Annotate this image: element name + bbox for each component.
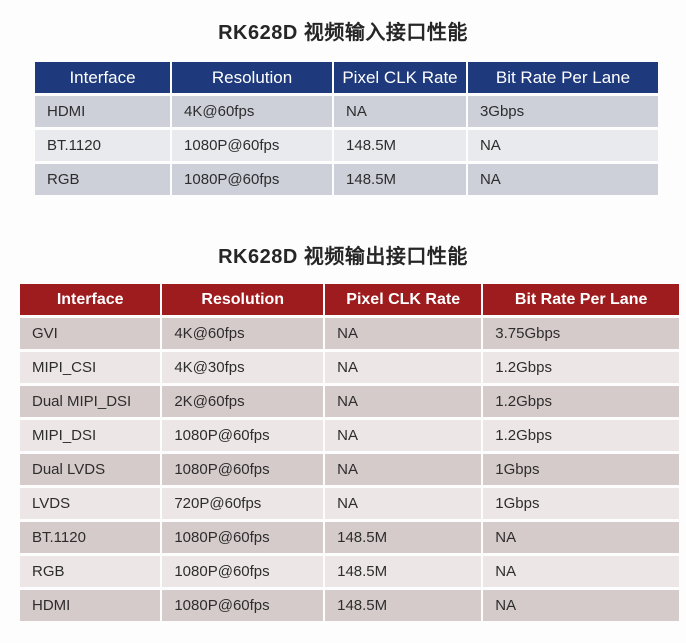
- table-cell: 1Gbps: [483, 454, 679, 488]
- video-input-performance-table: Interface Resolution Pixel CLK Rate Bit Rat…: [35, 62, 658, 198]
- table-cell: MIPI_CSI: [20, 352, 163, 386]
- table-row: MIPI_DSI 1080P@60fps NA 1.2Gbps: [20, 420, 679, 454]
- table-cell: 3Gbps: [467, 96, 658, 130]
- table-cell: 1080P@60fps: [162, 454, 326, 488]
- table-cell: 148.5M: [325, 522, 484, 556]
- table-row: RGB 1080P@60fps 148.5M NA: [35, 164, 658, 198]
- table-cell: 4K@30fps: [162, 352, 326, 386]
- column-header: Interface: [20, 284, 163, 318]
- table-cell: 1080P@60fps: [162, 590, 326, 624]
- table-cell: 3.75Gbps: [483, 318, 679, 352]
- header-row: Interface Resolution Pixel CLK Rate Bit Rat…: [20, 284, 679, 318]
- column-header: Interface: [35, 62, 173, 96]
- table-cell: GVI: [20, 318, 163, 352]
- video-output-performance-table: Interface Resolution Pixel CLK Rate Bit Rat…: [20, 284, 679, 624]
- table-cell: 1.2Gbps: [483, 420, 679, 454]
- table-cell: HDMI: [20, 590, 163, 624]
- table-cell: MIPI_DSI: [20, 420, 163, 454]
- table-row: GVI 4K@60fps NA 3.75Gbps: [20, 318, 679, 352]
- table-cell: Dual LVDS: [20, 454, 163, 488]
- table-cell: 1080P@60fps: [162, 522, 326, 556]
- column-header: Bit Rate Per Lane: [483, 284, 679, 318]
- table-cell: 4K@60fps: [172, 96, 335, 130]
- table-cell: NA: [325, 386, 484, 420]
- table-row: BT.1120 1080P@60fps 148.5M NA: [20, 522, 679, 556]
- table-cell: LVDS: [20, 488, 163, 522]
- table-row: Dual LVDS 1080P@60fps NA 1Gbps: [20, 454, 679, 488]
- table-cell: RGB: [20, 556, 163, 590]
- table-cell: NA: [467, 130, 658, 164]
- table-cell: 1080P@60fps: [162, 556, 326, 590]
- output-table-title: RK628D 视频输出接口性能: [218, 246, 468, 268]
- table-cell: RGB: [35, 164, 173, 198]
- table-cell: 1080P@60fps: [162, 420, 326, 454]
- table-cell: 1080P@60fps: [172, 130, 335, 164]
- table-cell: 1.2Gbps: [483, 352, 679, 386]
- output-table-header: Interface Resolution Pixel CLK Rate Bit Rat…: [20, 284, 679, 318]
- table-cell: 720P@60fps: [162, 488, 326, 522]
- column-header: Pixel CLK Rate: [325, 284, 484, 318]
- table-cell: 1.2Gbps: [483, 386, 679, 420]
- table-cell: NA: [325, 352, 484, 386]
- input-table-header: Interface Resolution Pixel CLK Rate Bit Rat…: [35, 62, 658, 96]
- column-header: Bit Rate Per Lane: [467, 62, 658, 96]
- table-cell: BT.1120: [20, 522, 163, 556]
- table-cell: NA: [483, 590, 679, 624]
- input-table-body: HDMI 4K@60fps NA 3Gbps BT.1120 1080P@60fps 148…: [35, 96, 658, 198]
- column-header: Resolution: [162, 284, 326, 318]
- table-cell: NA: [325, 318, 484, 352]
- table-cell: NA: [483, 556, 679, 590]
- table-cell: HDMI: [35, 96, 173, 130]
- column-header: Pixel CLK Rate: [334, 62, 468, 96]
- table-row: LVDS 720P@60fps NA 1Gbps: [20, 488, 679, 522]
- table-row: Dual MIPI_DSI 2K@60fps NA 1.2Gbps: [20, 386, 679, 420]
- table-cell: 4K@60fps: [162, 318, 326, 352]
- table-cell: Dual MIPI_DSI: [20, 386, 163, 420]
- input-table-title: RK628D 视频输入接口性能: [218, 22, 468, 44]
- column-header: Resolution: [172, 62, 335, 96]
- table-cell: 148.5M: [334, 130, 468, 164]
- table-cell: 1Gbps: [483, 488, 679, 522]
- table-row: MIPI_CSI 4K@30fps NA 1.2Gbps: [20, 352, 679, 386]
- table-row: BT.1120 1080P@60fps 148.5M NA: [35, 130, 658, 164]
- table-cell: NA: [325, 454, 484, 488]
- table-cell: NA: [325, 420, 484, 454]
- table-cell: NA: [483, 522, 679, 556]
- table-cell: NA: [334, 96, 468, 130]
- output-table-body: GVI 4K@60fps NA 3.75Gbps MIPI_CSI 4K@30fps NA 1…: [20, 318, 679, 624]
- table-cell: 1080P@60fps: [172, 164, 335, 198]
- table-cell: BT.1120: [35, 130, 173, 164]
- table-row: HDMI 1080P@60fps 148.5M NA: [20, 590, 679, 624]
- table-cell: NA: [467, 164, 658, 198]
- table-cell: 148.5M: [325, 556, 484, 590]
- header-row: Interface Resolution Pixel CLK Rate Bit Rat…: [35, 62, 658, 96]
- table-cell: NA: [325, 488, 484, 522]
- table-cell: 2K@60fps: [162, 386, 326, 420]
- table-row: RGB 1080P@60fps 148.5M NA: [20, 556, 679, 590]
- table-row: HDMI 4K@60fps NA 3Gbps: [35, 96, 658, 130]
- table-cell: 148.5M: [334, 164, 468, 198]
- table-cell: 148.5M: [325, 590, 484, 624]
